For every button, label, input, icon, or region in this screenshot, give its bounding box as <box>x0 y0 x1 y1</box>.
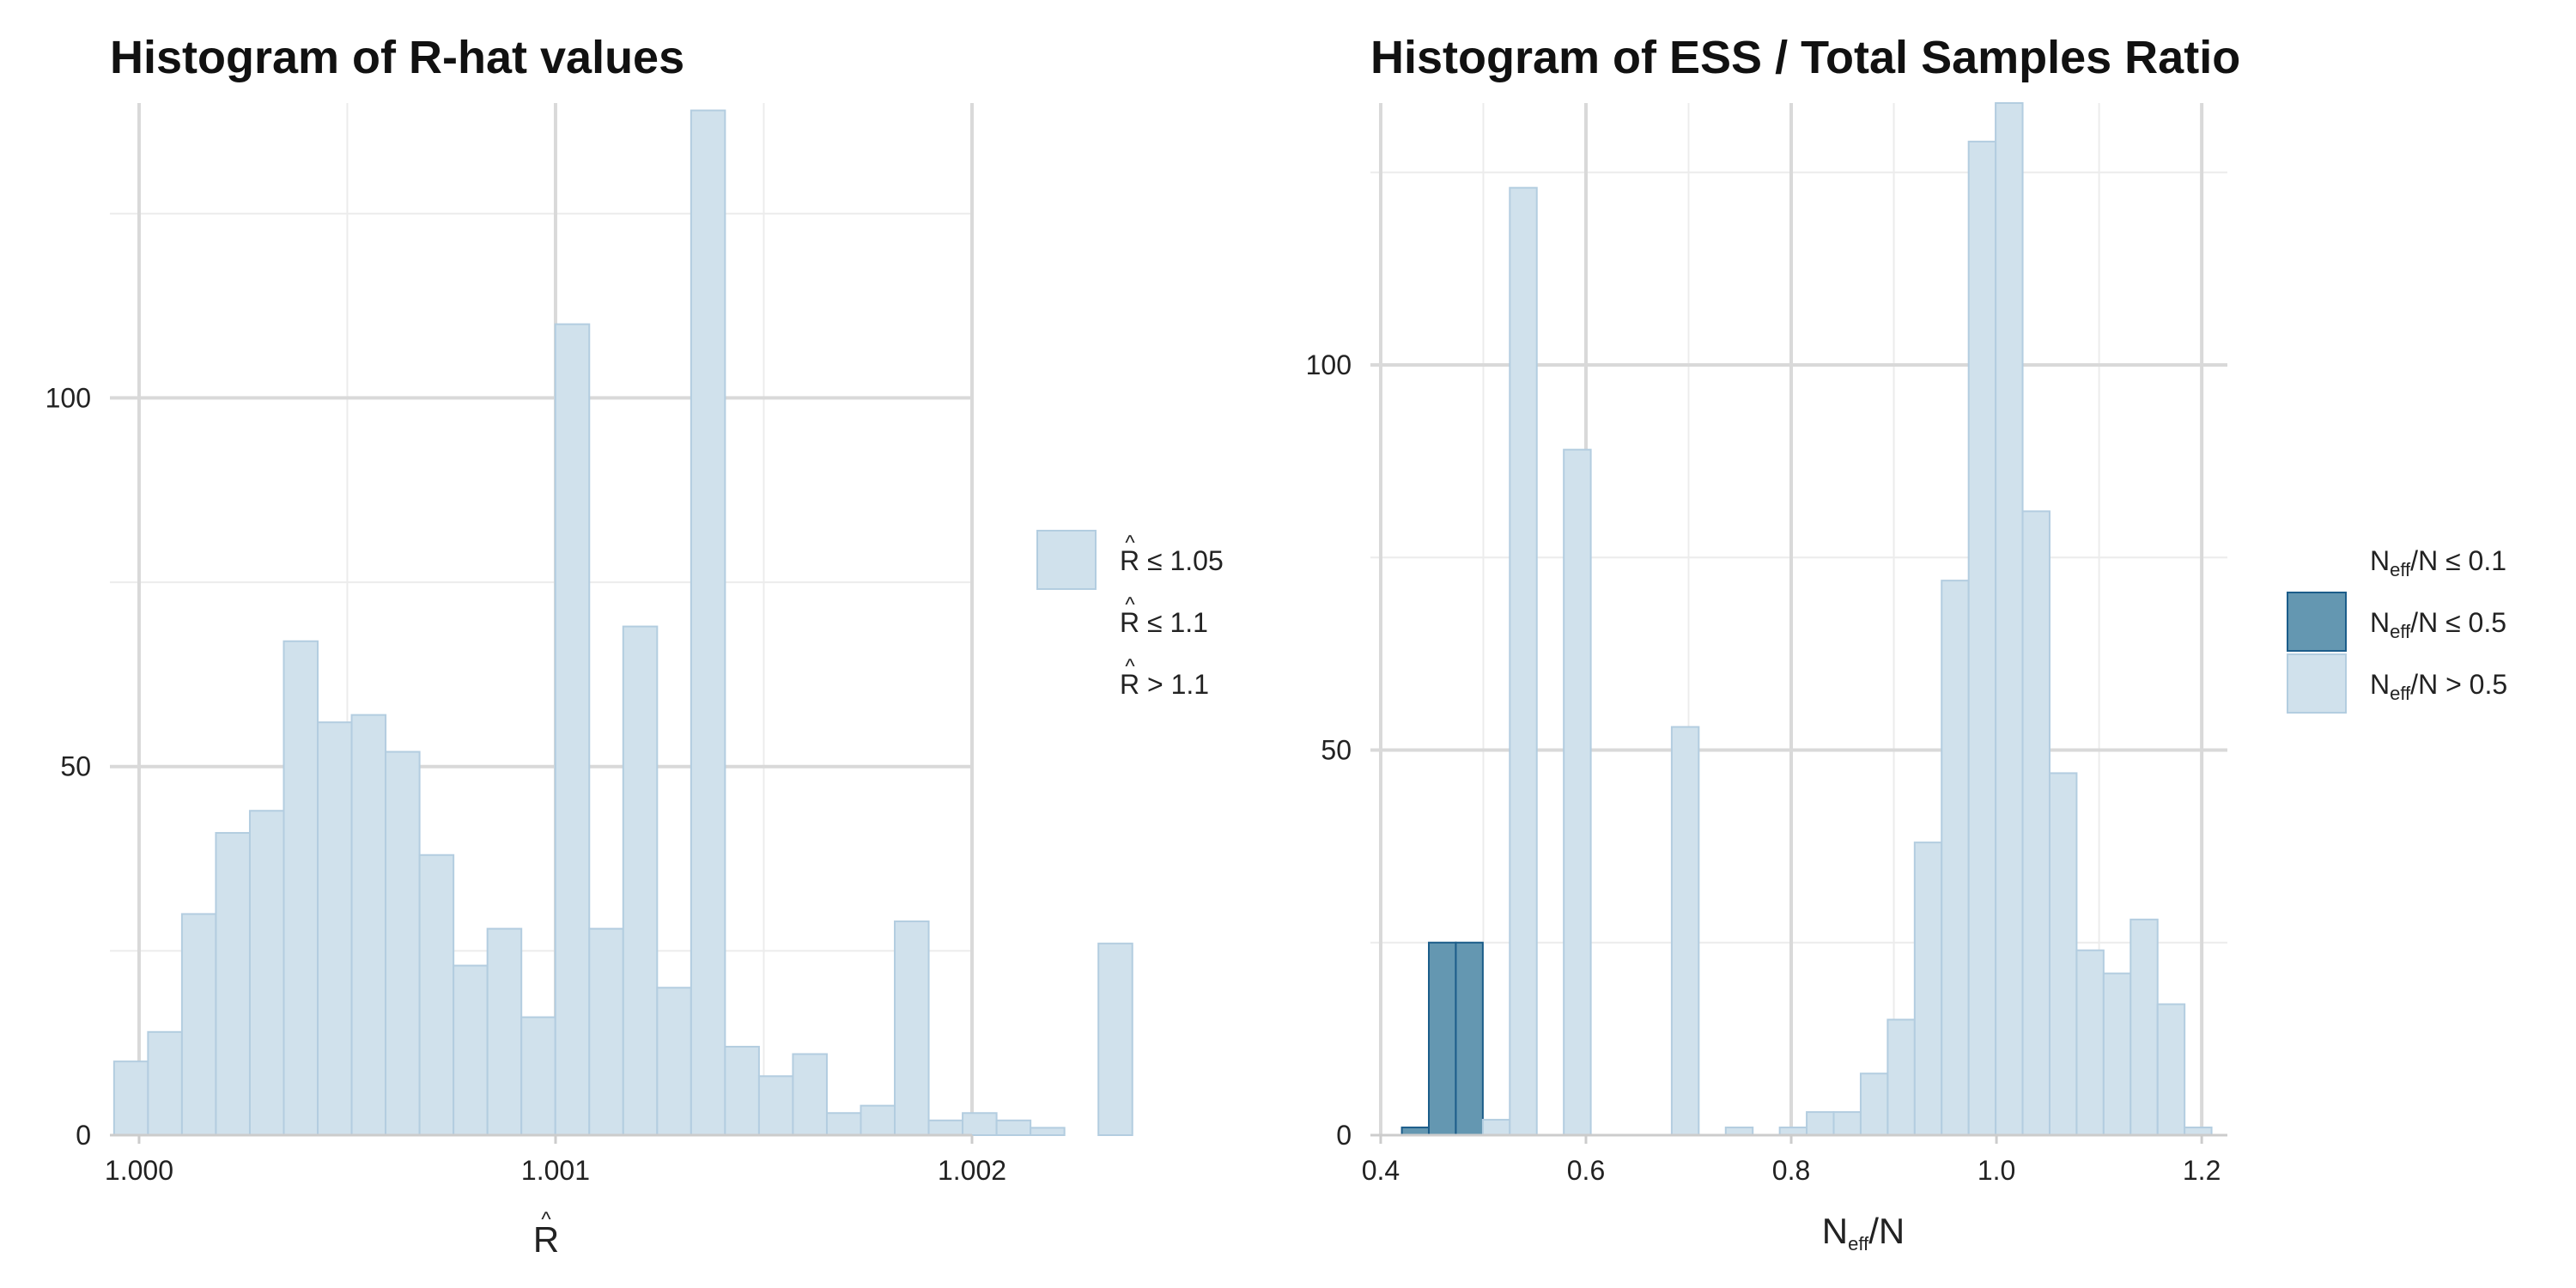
rhat-histogram-bar <box>995 1119 1032 1137</box>
ess-legend-key <box>2287 653 2347 714</box>
ess-histogram-bar <box>2102 972 2132 1136</box>
rhat-histogram-bar <box>792 1053 828 1136</box>
rhat-histogram-bar <box>1030 1127 1066 1137</box>
ess-x-tick-label: 1.2 <box>2183 1155 2221 1186</box>
ess-x-tick-labels: 0.4 0.6 0.8 1.0 1.2 <box>1362 1155 2221 1186</box>
ess-x-axis-label-suffix: /N <box>1868 1211 1905 1251</box>
rhat-histogram-bar <box>1097 942 1133 1137</box>
rhat-histogram-bar <box>962 1112 998 1136</box>
rhat-x-tick-label: 1.002 <box>938 1155 1006 1186</box>
ess-histogram-bar <box>1428 941 1457 1136</box>
ess-histogram-bar <box>2075 949 2105 1137</box>
rhat-histogram-bar <box>622 625 659 1136</box>
rhat-histogram-bar <box>656 987 692 1137</box>
ess-bars <box>1400 102 2213 1137</box>
ess-x-tick-label: 0.4 <box>1362 1155 1400 1186</box>
rhat-legend-hat: ^ <box>1125 532 1135 555</box>
ess-histogram-bar <box>1886 1018 1916 1136</box>
ess-legend: Neff/N ≤ 0.1 Neff/N ≤ 0.5 Neff/N > 0.5 <box>2287 545 2507 714</box>
ess-x-axis-label-symbol: N <box>1822 1211 1848 1251</box>
rhat-histogram-bar <box>317 721 353 1136</box>
rhat-histogram-bar <box>418 854 455 1136</box>
ess-histogram-bar <box>1481 1119 1511 1136</box>
ess-x-tick-label: 0.6 <box>1567 1155 1605 1186</box>
ess-histogram-bar <box>1455 941 1484 1136</box>
ess-histogram-panel: Histogram of ESS / Total Samples Ratio 0… <box>1306 32 2508 1255</box>
rhat-histogram-bar <box>385 750 421 1136</box>
ess-legend-label: Neff/N ≤ 0.5 <box>2370 607 2506 642</box>
ess-y-tick-label: 100 <box>1306 349 1352 380</box>
ess-histogram-bar <box>1995 102 2024 1136</box>
ess-legend-key <box>2287 592 2347 652</box>
rhat-histogram-bar <box>554 323 591 1137</box>
rhat-x-axis-label-hat: ^ <box>541 1208 551 1231</box>
rhat-histogram-bar <box>724 1045 760 1137</box>
rhat-histogram-bar <box>690 109 726 1137</box>
ess-x-tick-label: 1.0 <box>1978 1155 2015 1186</box>
rhat-histogram-bar <box>486 927 523 1136</box>
rhat-histogram-bar <box>248 810 285 1136</box>
rhat-histogram-bar <box>757 1075 794 1137</box>
ess-histogram-bar <box>2021 510 2050 1136</box>
ess-y-tick-labels: 0 50 100 <box>1306 349 1352 1151</box>
rhat-histogram-bar <box>894 920 930 1136</box>
ess-y-tick-label: 0 <box>1336 1120 1352 1151</box>
rhat-y-tick-label: 0 <box>76 1120 91 1151</box>
rhat-histogram-bar <box>350 714 387 1136</box>
ess-histogram-bar <box>1941 580 1970 1136</box>
rhat-axes <box>110 1133 974 1144</box>
ess-histogram-bar <box>1832 1111 1862 1137</box>
rhat-x-tick-label: 1.001 <box>521 1155 590 1186</box>
ess-histogram-bar <box>1563 448 1592 1136</box>
rhat-histogram-bar <box>927 1119 964 1137</box>
rhat-histogram-bar <box>180 913 217 1137</box>
rhat-legend-label: R ≤ 1.1 <box>1120 607 1208 638</box>
rhat-x-tick-labels: 1.000 1.001 1.002 <box>105 1155 1006 1186</box>
rhat-legend-key <box>1036 530 1097 590</box>
rhat-bars <box>112 109 1133 1137</box>
rhat-histogram-bar <box>860 1104 896 1136</box>
rhat-histogram-bar <box>453 964 489 1136</box>
ess-x-tick-label: 0.8 <box>1772 1155 1810 1186</box>
rhat-y-tick-labels: 0 50 100 <box>46 382 91 1151</box>
rhat-histogram-bar <box>215 831 251 1136</box>
rhat-legend-label: R > 1.1 <box>1120 669 1209 700</box>
ess-legend-label: Neff/N > 0.5 <box>2370 669 2507 704</box>
ess-legend-label: Neff/N ≤ 0.1 <box>2370 545 2506 580</box>
ess-histogram-bar <box>1967 140 1997 1137</box>
rhat-histogram-bar <box>112 1060 149 1136</box>
rhat-histogram-bar <box>283 640 319 1136</box>
rhat-y-tick-label: 100 <box>46 382 91 413</box>
ess-histogram-bar <box>2129 918 2159 1136</box>
ess-histogram-bar <box>1670 726 1700 1136</box>
ess-histogram-bar <box>2048 772 2078 1137</box>
ess-histogram-bar <box>1806 1111 1835 1137</box>
ess-chart-title: Histogram of ESS / Total Samples Ratio <box>1370 32 2240 83</box>
rhat-legend-hat: ^ <box>1125 593 1135 617</box>
rhat-legend: ^R ≤ 1.05^R ≤ 1.1^R > 1.1 <box>1036 530 1224 700</box>
ess-histogram-bar <box>1913 841 1943 1136</box>
rhat-y-tick-label: 50 <box>60 751 91 782</box>
rhat-x-axis-label-symbol: R <box>533 1219 559 1260</box>
rhat-x-axis-label: ^ R <box>533 1208 559 1260</box>
rhat-legend-hat: ^ <box>1125 655 1135 678</box>
rhat-x-tick-label: 1.000 <box>105 1155 173 1186</box>
rhat-histogram-bar <box>147 1030 183 1137</box>
ess-histogram-bar <box>2156 1003 2186 1136</box>
ess-y-tick-label: 50 <box>1321 734 1352 765</box>
rhat-histogram-bar <box>588 927 624 1136</box>
rhat-chart-title: Histogram of R-hat values <box>110 32 684 83</box>
ess-x-axis-label: Neff/N <box>1822 1211 1905 1255</box>
rhat-histogram-bar <box>520 1016 556 1136</box>
ess-histogram-bar <box>1509 186 1538 1137</box>
ess-axes <box>1370 1133 2227 1144</box>
rhat-histogram-bar <box>825 1112 862 1136</box>
rhat-legend-label: R ≤ 1.05 <box>1120 545 1224 576</box>
ess-x-axis-label-sub: eff <box>1848 1233 1869 1255</box>
ess-histogram-bar <box>1859 1072 1889 1136</box>
